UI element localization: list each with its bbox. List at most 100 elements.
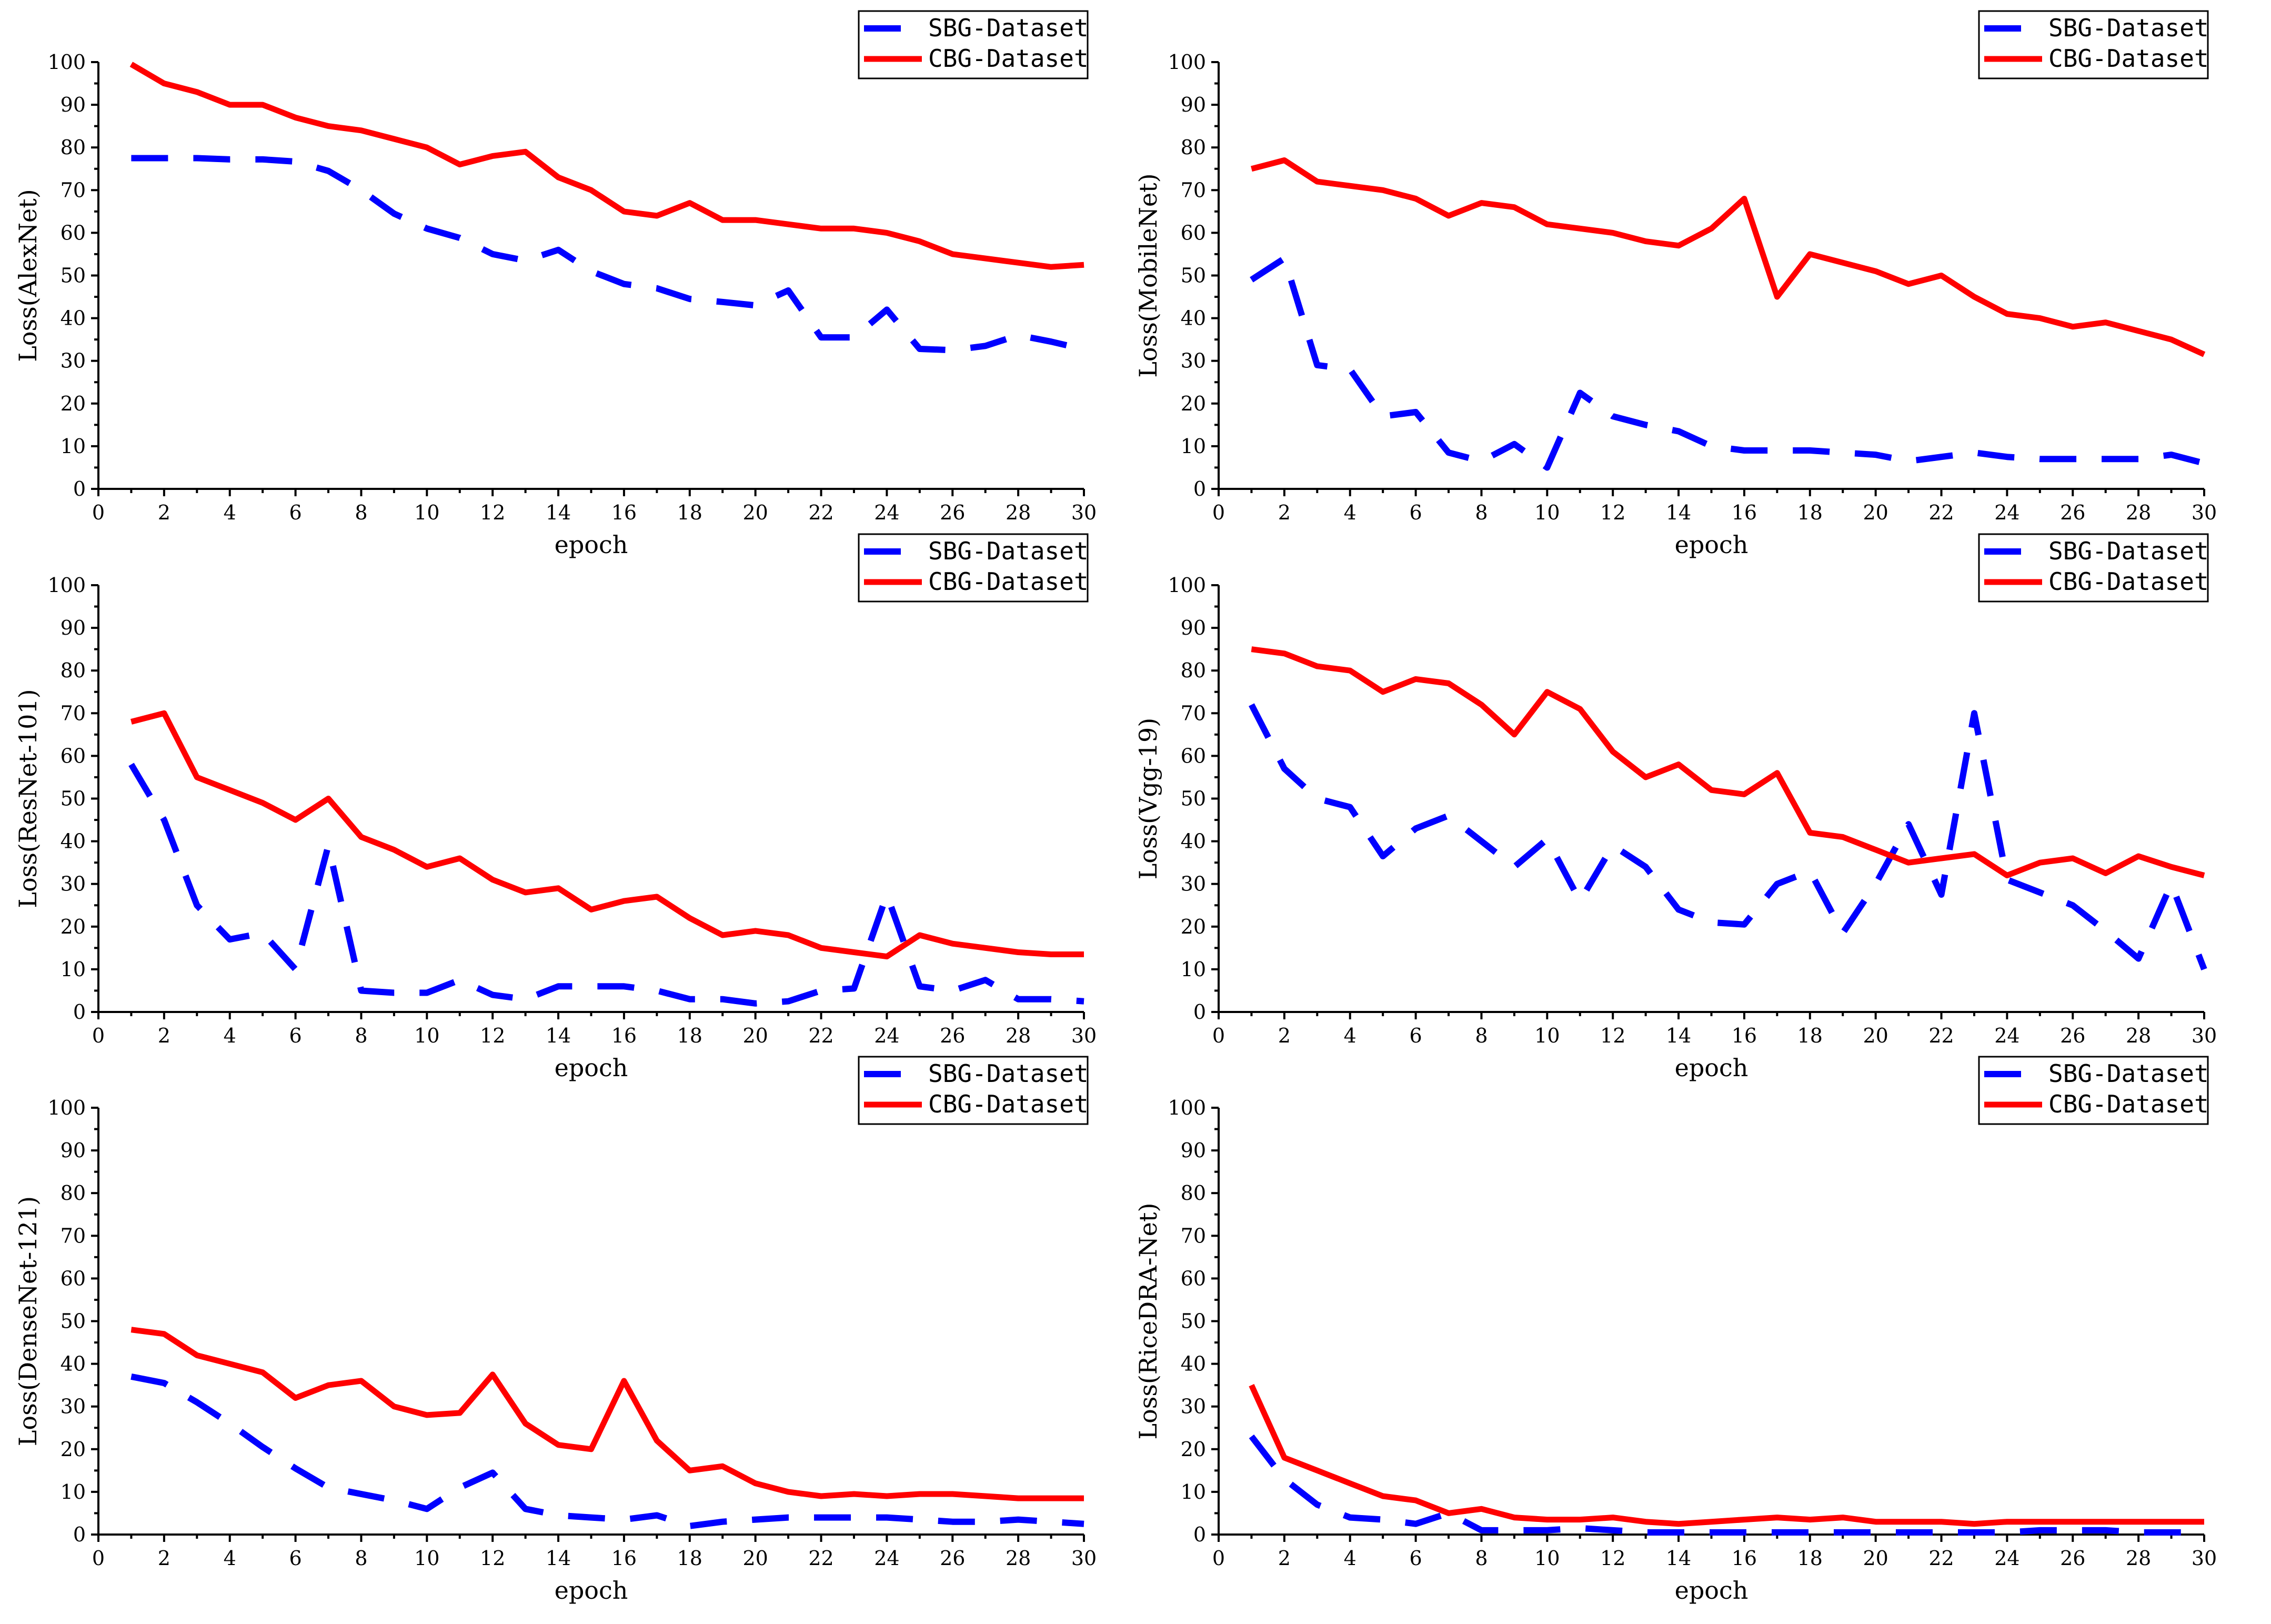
- legend-label: CBG-Dataset: [2048, 44, 2209, 73]
- y-tick-label: 80: [61, 659, 86, 682]
- x-tick-label: 18: [1797, 1547, 1823, 1570]
- x-tick-label: 12: [480, 501, 505, 524]
- y-tick-label: 80: [1181, 659, 1206, 682]
- x-tick-label: 10: [1534, 1547, 1560, 1570]
- chart-panel-5: 01020304050607080901000 2 4 6 8 10 12 14 16 18 20 2…: [14, 1057, 1097, 1605]
- y-axis-title: Loss(Vgg-19): [1134, 718, 1162, 880]
- x-tick-label: 28: [1006, 1024, 1031, 1047]
- y-tick-label: 40: [1181, 1352, 1206, 1376]
- y-tick-label: 80: [61, 1181, 86, 1205]
- x-tick-label: 20: [1863, 1547, 1888, 1570]
- x-tick-label: 16: [1732, 1024, 1757, 1047]
- x-tick-label: 26: [2060, 1024, 2085, 1047]
- x-tick-label: 18: [1797, 1024, 1823, 1047]
- x-tick-label: 8: [355, 1547, 367, 1570]
- y-tick-label: 20: [61, 1438, 86, 1461]
- x-tick-label: 28: [1006, 501, 1031, 524]
- x-tick-label: 4: [1344, 1547, 1356, 1570]
- x-tick-label: 2: [1278, 1547, 1291, 1570]
- x-tick-label: 28: [2126, 1024, 2151, 1047]
- series-line-sbg-dataset: [131, 158, 1084, 350]
- y-tick-label: 20: [61, 392, 86, 415]
- x-tick-label: 2: [158, 1547, 170, 1570]
- x-tick-label: 10: [414, 1024, 439, 1047]
- x-tick-label: 8: [1475, 501, 1488, 524]
- x-tick-label: 6: [289, 1547, 302, 1570]
- y-tick-label: 70: [1181, 701, 1206, 725]
- x-tick-label: 0: [92, 501, 105, 524]
- x-tick-label: 16: [1732, 1547, 1757, 1570]
- x-tick-label: 2: [1278, 501, 1291, 524]
- y-tick-label: 20: [1181, 392, 1206, 415]
- y-tick-label: 50: [61, 1310, 86, 1333]
- x-tick-label: 20: [1863, 501, 1888, 524]
- x-tick-label: 26: [940, 1024, 965, 1047]
- y-tick-label: 90: [1181, 616, 1206, 639]
- chart-panel-2: 01020304050607080901000 2 4 6 8 10 12 14 16 18 20 2…: [1134, 11, 2217, 559]
- y-tick-label: 10: [1181, 1480, 1206, 1503]
- y-tick-label: 30: [1181, 873, 1206, 896]
- y-tick-label: 70: [1181, 1224, 1206, 1247]
- x-tick-label: 24: [874, 1024, 899, 1047]
- x-tick-label: 0: [1212, 1024, 1225, 1047]
- x-tick-label: 12: [480, 1024, 505, 1047]
- x-tick-label: 24: [874, 501, 899, 524]
- series-line-cbg-dataset: [1251, 161, 2204, 355]
- x-tick-label: 14: [1666, 1547, 1691, 1570]
- y-tick-label: 60: [61, 1267, 86, 1290]
- y-tick-label: 90: [61, 93, 86, 116]
- y-tick-label: 50: [61, 264, 86, 287]
- x-tick-label: 16: [611, 1024, 637, 1047]
- y-tick-label: 100: [1168, 51, 1206, 74]
- x-tick-label: 2: [1278, 1024, 1291, 1047]
- x-tick-label: 0: [1212, 1547, 1225, 1570]
- x-tick-label: 6: [1410, 1024, 1422, 1047]
- x-tick-label: 24: [1994, 501, 2019, 524]
- y-tick-label: 0: [73, 1523, 86, 1546]
- series-line-sbg-dataset: [131, 1377, 1084, 1526]
- x-tick-label: 16: [611, 501, 637, 524]
- y-tick-label: 0: [73, 477, 86, 500]
- series-line-cbg-dataset: [1251, 649, 2204, 876]
- y-tick-label: 70: [61, 1224, 86, 1247]
- legend: SBG-DatasetCBG-Dataset: [1979, 1057, 2209, 1124]
- y-tick-label: 20: [1181, 915, 1206, 938]
- y-tick-label: 50: [1181, 1310, 1206, 1333]
- y-tick-label: 30: [61, 349, 86, 373]
- y-tick-label: 20: [61, 915, 86, 938]
- y-tick-label: 80: [61, 136, 86, 159]
- series-line-cbg-dataset: [131, 713, 1084, 956]
- y-tick-label: 10: [61, 958, 86, 981]
- x-tick-label: 2: [158, 501, 170, 524]
- x-tick-label: 20: [742, 501, 768, 524]
- x-tick-label: 30: [2192, 1547, 2217, 1570]
- legend-label: CBG-Dataset: [2048, 1090, 2209, 1118]
- x-tick-label: 18: [1797, 501, 1823, 524]
- y-tick-label: 100: [47, 51, 86, 74]
- y-tick-label: 10: [61, 435, 86, 458]
- legend-label: SBG-Dataset: [2048, 1059, 2209, 1088]
- x-tick-label: 24: [1994, 1024, 2019, 1047]
- y-tick-label: 50: [1181, 264, 1206, 287]
- x-tick-label: 16: [611, 1547, 637, 1570]
- x-tick-label: 12: [480, 1547, 505, 1570]
- x-tick-label: 6: [289, 501, 302, 524]
- x-tick-label: 8: [1475, 1547, 1488, 1570]
- x-tick-label: 26: [940, 501, 965, 524]
- x-axis-title: epoch: [1675, 530, 1749, 559]
- x-tick-label: 26: [2060, 501, 2085, 524]
- y-tick-label: 40: [1181, 830, 1206, 853]
- y-tick-label: 40: [61, 830, 86, 853]
- x-tick-label: 14: [1666, 1024, 1691, 1047]
- y-tick-label: 100: [47, 574, 86, 597]
- y-tick-label: 80: [1181, 1181, 1206, 1205]
- y-tick-label: 40: [1181, 307, 1206, 330]
- legend-label: SBG-Dataset: [2048, 537, 2209, 565]
- series-line-sbg-dataset: [1251, 258, 2204, 467]
- x-tick-label: 0: [92, 1024, 105, 1047]
